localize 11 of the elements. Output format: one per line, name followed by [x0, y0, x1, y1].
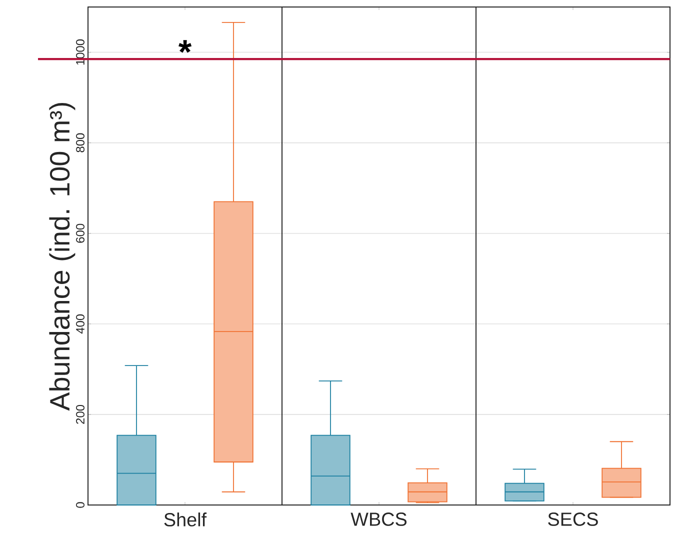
annotation: *: [178, 40, 192, 53]
x-tick-label: SECS: [548, 512, 598, 526]
y-tick-label: 0: [76, 502, 84, 508]
x-tick-label: WBCS: [350, 512, 407, 526]
y-tick-label: 800: [76, 133, 84, 152]
y-tick-label: 400: [76, 314, 84, 334]
y-tick-label: 1000: [76, 39, 84, 65]
y-tick-label: 600: [76, 224, 84, 243]
x-tick-label: Shelf: [164, 512, 207, 526]
y-axis-title: Abundance (ind. 100 m³): [49, 102, 76, 411]
y-tick-label: 200: [76, 404, 84, 424]
